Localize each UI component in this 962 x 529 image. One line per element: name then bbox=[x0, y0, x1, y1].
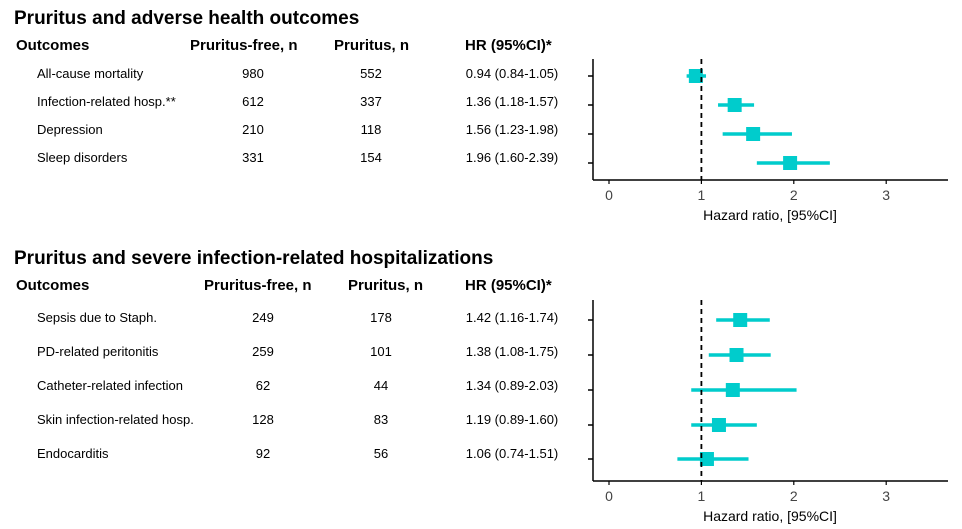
outcome-label: Sleep disorders bbox=[37, 150, 128, 165]
x-tick-label: 1 bbox=[698, 187, 706, 203]
hr-ci-text: 1.06 (0.74-1.51) bbox=[465, 446, 559, 461]
pruritus-free-n: 980 bbox=[242, 66, 264, 81]
chart-title: Pruritus and adverse health outcomes bbox=[14, 8, 360, 29]
pruritus-n: 154 bbox=[360, 150, 382, 165]
outcome-label: Infection-related hosp.** bbox=[37, 94, 176, 109]
x-tick-label: 3 bbox=[882, 187, 890, 203]
x-tick-label: 0 bbox=[605, 488, 613, 504]
hr-point-marker bbox=[746, 127, 761, 141]
hr-point-marker bbox=[783, 156, 798, 170]
x-axis-title: Hazard ratio, [95%CI] bbox=[703, 508, 837, 524]
hr-point-marker bbox=[688, 69, 703, 83]
hr-point-marker bbox=[699, 452, 714, 466]
pruritus-free-n: 210 bbox=[242, 122, 264, 137]
outcome-label: PD-related peritonitis bbox=[37, 344, 159, 359]
hr-point-marker bbox=[727, 98, 742, 112]
outcome-label: Catheter-related infection bbox=[37, 378, 183, 393]
x-tick-label: 2 bbox=[790, 187, 798, 203]
hr-ci-text: 1.36 (1.18-1.57) bbox=[465, 94, 559, 109]
pruritus-free-n: 92 bbox=[255, 446, 271, 461]
hr-ci-text: 1.34 (0.89-2.03) bbox=[465, 378, 559, 393]
pruritus-n: 101 bbox=[370, 344, 392, 359]
x-tick-label: 3 bbox=[882, 488, 890, 504]
hr-point-marker bbox=[725, 383, 740, 397]
column-header: Pruritus, n bbox=[348, 277, 424, 294]
pruritus-n: 118 bbox=[360, 122, 382, 137]
column-header: Pruritus-free, n bbox=[204, 277, 312, 294]
pruritus-n: 83 bbox=[373, 412, 389, 427]
pruritus-free-n: 128 bbox=[252, 412, 274, 427]
pruritus-free-n: 249 bbox=[252, 310, 274, 325]
pruritus-n: 56 bbox=[373, 446, 389, 461]
x-tick-label: 2 bbox=[790, 488, 798, 504]
column-header: Pruritus-free, n bbox=[190, 37, 298, 54]
pruritus-free-n: 62 bbox=[255, 378, 271, 393]
pruritus-free-n: 331 bbox=[242, 150, 264, 165]
pruritus-n: 44 bbox=[373, 378, 389, 393]
hr-point-marker bbox=[729, 348, 744, 362]
hr-ci-text: 1.42 (1.16-1.74) bbox=[465, 310, 559, 325]
chart-title: Pruritus and severe infection-related ho… bbox=[14, 248, 494, 269]
hr-ci-text: 1.38 (1.08-1.75) bbox=[465, 344, 559, 359]
hr-point-marker bbox=[711, 418, 726, 432]
outcome-label: All-cause mortality bbox=[37, 66, 144, 81]
x-axis-title: Hazard ratio, [95%CI] bbox=[703, 207, 837, 223]
hr-ci-text: 0.94 (0.84-1.05) bbox=[465, 66, 559, 81]
outcome-label: Sepsis due to Staph. bbox=[37, 310, 157, 325]
outcome-label: Endocarditis bbox=[37, 446, 109, 461]
hr-ci-text: 1.56 (1.23-1.98) bbox=[465, 122, 559, 137]
column-header: Outcomes bbox=[16, 37, 90, 54]
column-header: Outcomes bbox=[16, 277, 90, 294]
pruritus-free-n: 612 bbox=[242, 94, 264, 109]
pruritus-n: 178 bbox=[370, 310, 392, 325]
column-header: HR (95%CI)* bbox=[465, 277, 552, 294]
x-tick-label: 0 bbox=[605, 187, 613, 203]
column-header: Pruritus, n bbox=[334, 37, 410, 54]
pruritus-free-n: 259 bbox=[252, 344, 274, 359]
column-header: HR (95%CI)* bbox=[465, 37, 552, 54]
hr-point-marker bbox=[733, 313, 748, 327]
outcome-label: Skin infection-related hosp. bbox=[37, 412, 194, 427]
pruritus-n: 552 bbox=[360, 66, 382, 81]
hr-ci-text: 1.96 (1.60-2.39) bbox=[465, 150, 559, 165]
outcome-label: Depression bbox=[37, 122, 103, 137]
x-tick-label: 1 bbox=[698, 488, 706, 504]
hr-ci-text: 1.19 (0.89-1.60) bbox=[465, 412, 559, 427]
pruritus-n: 337 bbox=[360, 94, 382, 109]
